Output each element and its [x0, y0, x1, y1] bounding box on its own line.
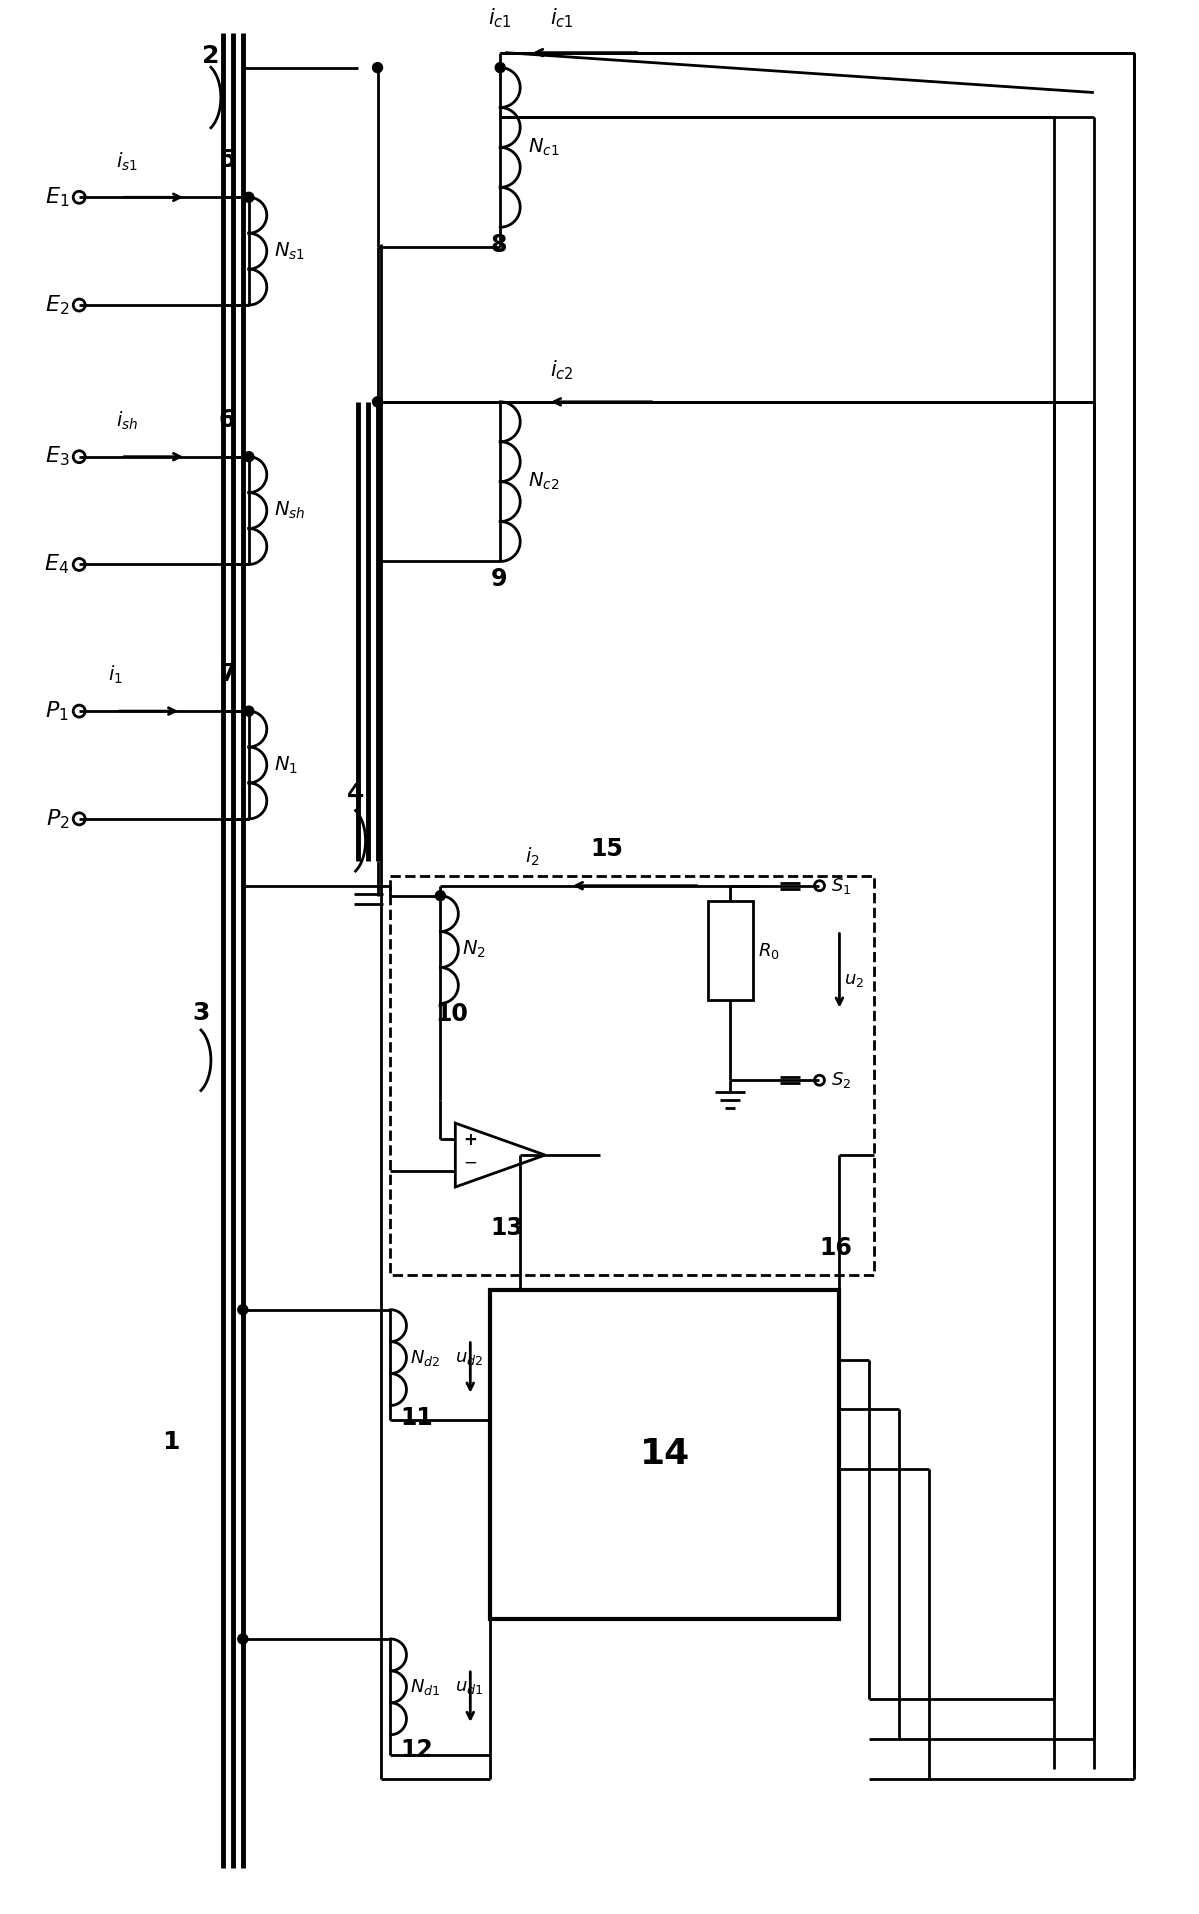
Circle shape	[237, 1305, 248, 1315]
Text: 13: 13	[490, 1215, 523, 1240]
Text: $S_2$: $S_2$	[831, 1070, 851, 1091]
Text: $i_{s1}$: $i_{s1}$	[116, 151, 138, 172]
Text: 15: 15	[590, 836, 623, 861]
Text: 3: 3	[192, 1001, 210, 1026]
Text: $i_{sh}$: $i_{sh}$	[116, 410, 138, 433]
Circle shape	[435, 890, 445, 901]
Bar	[490, 1290, 839, 1619]
Circle shape	[243, 191, 254, 203]
Text: $N_{s1}$: $N_{s1}$	[273, 241, 305, 262]
Circle shape	[243, 452, 254, 461]
Text: $E_3$: $E_3$	[44, 444, 70, 469]
Text: $P_1$: $P_1$	[46, 699, 70, 723]
Text: $-$: $-$	[463, 1152, 477, 1171]
Text: 9: 9	[490, 567, 507, 591]
Text: $N_{sh}$: $N_{sh}$	[273, 500, 306, 521]
Text: $N_{d2}$: $N_{d2}$	[410, 1347, 441, 1369]
Text: $i_{c1}$: $i_{c1}$	[488, 6, 512, 31]
Text: $i_{c1}$: $i_{c1}$	[550, 6, 574, 31]
Text: 10: 10	[435, 1003, 469, 1026]
Circle shape	[243, 706, 254, 716]
Text: 16: 16	[819, 1236, 852, 1259]
Text: $E_1$: $E_1$	[44, 186, 70, 209]
Text: 7: 7	[219, 662, 235, 687]
Text: 12: 12	[400, 1738, 433, 1761]
Text: $S_1$: $S_1$	[831, 877, 851, 896]
Text: +: +	[463, 1131, 477, 1148]
Text: 1: 1	[162, 1430, 180, 1455]
Text: $P_2$: $P_2$	[46, 808, 70, 831]
Text: 2: 2	[203, 44, 219, 67]
Text: $E_2$: $E_2$	[44, 293, 70, 318]
Circle shape	[495, 63, 505, 73]
Text: $R_0$: $R_0$	[758, 940, 779, 961]
Text: $N_{c1}$: $N_{c1}$	[529, 136, 560, 159]
Circle shape	[237, 1635, 248, 1644]
Text: $i_{c2}$: $i_{c2}$	[550, 360, 574, 383]
Text: $u_{d2}$: $u_{d2}$	[456, 1349, 483, 1367]
Text: $N_{d1}$: $N_{d1}$	[410, 1677, 441, 1698]
Text: $E_4$: $E_4$	[44, 553, 70, 576]
Text: $u_{d1}$: $u_{d1}$	[456, 1679, 483, 1696]
Circle shape	[373, 63, 382, 73]
Text: 6: 6	[219, 408, 235, 433]
Text: 5: 5	[219, 149, 235, 172]
Text: 11: 11	[400, 1407, 433, 1430]
Text: $N_{c2}$: $N_{c2}$	[529, 471, 560, 492]
Circle shape	[373, 396, 382, 408]
Text: 4: 4	[347, 783, 364, 806]
Text: $i_1$: $i_1$	[108, 664, 123, 687]
Text: $u_2$: $u_2$	[844, 972, 864, 990]
Bar	[707, 901, 753, 1001]
Text: 8: 8	[490, 234, 507, 256]
Text: 14: 14	[640, 1437, 689, 1472]
Text: $N_1$: $N_1$	[273, 754, 297, 775]
Text: $i_2$: $i_2$	[525, 846, 540, 869]
Text: $N_2$: $N_2$	[463, 940, 486, 961]
Bar	[391, 877, 874, 1275]
